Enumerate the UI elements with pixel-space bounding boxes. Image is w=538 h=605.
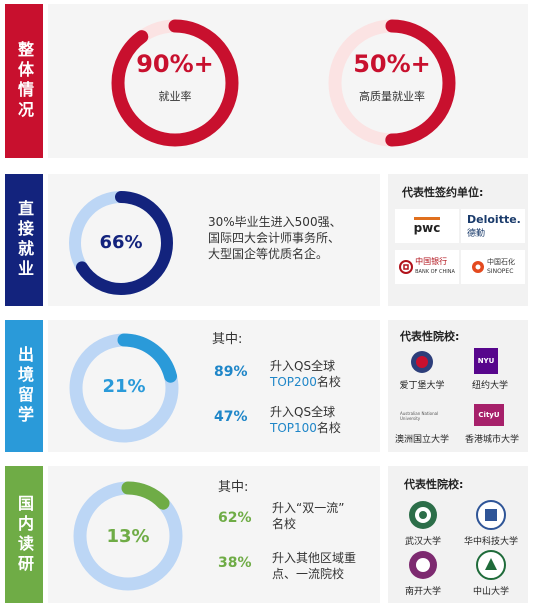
desc-line-3: 大型国企等优质名企。 [208, 247, 329, 261]
item-line1: 升入其他区域重 [272, 551, 357, 565]
deloitte-cn-text: 德勤 [467, 229, 486, 239]
abroad-of-which: 其中: [212, 332, 243, 347]
quality-rate-value: 50%+ [353, 50, 431, 78]
sinopec-en-text: SINOPEC [487, 268, 514, 275]
item-line1: 升入QS全球 [270, 405, 336, 419]
quality-rate-arc [328, 19, 456, 147]
cityu-logo: CityU [474, 404, 504, 426]
sinopec-emblem-icon [472, 261, 484, 273]
whu-crest-icon [409, 501, 437, 529]
boc-cn-text: 中国银行 [415, 257, 448, 266]
section-employment: 直接就业 66% 30%毕业生进入500强、 国际四大会计师事务所、 大型国企等… [0, 170, 538, 310]
uni-whu: 武汉大学 [404, 537, 441, 547]
employment-desc: 30%毕业生进入500强、 国际四大会计师事务所、 大型国企等优质名企。 [208, 214, 383, 262]
domestic-ring [73, 481, 183, 591]
section-label-overall: 整体情况 [5, 4, 43, 158]
desc-line-1: 30%毕业生进入500强、 [208, 215, 342, 229]
abroad-item-1-pct: 89% [214, 364, 248, 380]
section-overall: 整体情况 90%+ 就业率 50%+ 高质量就业率 [0, 0, 538, 160]
item-rest: 名校 [316, 421, 341, 435]
section-label-domestic: 国内读研 [5, 466, 43, 603]
nyu-logo-text: NYU [477, 357, 495, 365]
quality-rate-ring [328, 19, 456, 147]
section-abroad: 出境留学 21% 其中: 89% 升入QS全球 TOP200名校 47% 升入Q… [0, 316, 538, 456]
pwc-logo: pwc [395, 209, 459, 243]
uni-hust: 华中科技大学 [463, 537, 518, 547]
employers-box: 代表性签约单位: pwc Deloitte. 德勤 中国银行 BANK OF C… [388, 174, 528, 306]
uni-edinburgh: 爱丁堡大学 [399, 381, 445, 391]
domestic-item-1-desc: 升入“双一流” 名校 [272, 500, 344, 532]
sysu-crest-icon [476, 550, 506, 580]
abroad-arc [69, 333, 179, 443]
uni-nankai: 南开大学 [404, 587, 441, 597]
domestic-arc [73, 481, 183, 591]
item-highlight: TOP100 [270, 421, 317, 435]
employment-rate-ring [111, 19, 239, 147]
boc-en-text: BANK OF CHINA [415, 269, 455, 275]
item-line1: 升入“双一流” [272, 501, 345, 515]
label-text: 国内读研 [15, 494, 34, 575]
domestic-item-2-pct: 38% [218, 555, 252, 571]
domestic-unis-title: 代表性院校: [404, 478, 464, 491]
boc-logo: 中国银行 BANK OF CHINA [395, 250, 459, 284]
domestic-item-1-pct: 62% [218, 510, 252, 526]
abroad-unis-box: 代表性院校: 爱丁堡大学 NYU 纽约大学 Australian Nationa… [388, 320, 528, 452]
cityu-logo-text: CityU [478, 411, 500, 419]
anu-logo-text: Australian National University [400, 411, 439, 421]
nyu-logo: NYU [474, 348, 498, 374]
section-label-employment: 直接就业 [5, 174, 43, 306]
deloitte-logo-text: Deloitte. [467, 213, 521, 226]
deloitte-logo: Deloitte. 德勤 [461, 209, 525, 243]
boc-emblem-icon [399, 260, 414, 274]
sinopec-cn-text: 中国石化 [487, 258, 515, 266]
employment-rate-value: 90%+ [136, 50, 214, 78]
employment-ring [69, 191, 173, 295]
hust-crest-icon [476, 500, 506, 530]
domestic-of-which: 其中: [218, 480, 249, 495]
domestic-unis-box: 代表性院校: 武汉大学 华中科技大学 南开大学 中山大学 [388, 466, 528, 603]
uni-anu: 澳洲国立大学 [394, 435, 449, 445]
label-text: 整体情况 [15, 41, 34, 121]
anu-logo: Australian National University [400, 404, 444, 428]
label-text: 直接就业 [15, 200, 34, 280]
domestic-ring-value: 13% [106, 526, 150, 547]
nankai-crest-icon [409, 551, 437, 579]
item-line2: 点、一流院校 [272, 567, 345, 581]
abroad-item-2-desc: 升入QS全球 TOP100名校 [270, 404, 341, 436]
uni-cityu: 香港城市大学 [464, 435, 519, 445]
desc-line-2: 国际四大会计师事务所、 [208, 231, 341, 245]
employment-arc [69, 191, 173, 295]
item-line2: 名校 [272, 517, 297, 531]
abroad-ring-value: 21% [102, 376, 146, 397]
section-label-abroad: 出境留学 [5, 320, 43, 452]
employment-ring-value: 66% [99, 232, 143, 253]
employment-rate-caption: 就业率 [158, 90, 192, 103]
abroad-ring [69, 333, 179, 443]
abroad-item-1-desc: 升入QS全球 TOP200名校 [270, 358, 341, 390]
quality-rate-caption: 高质量就业率 [359, 90, 425, 103]
item-highlight: TOP200 [270, 375, 317, 389]
employers-title: 代表性签约单位: [402, 186, 484, 199]
abroad-unis-title: 代表性院校: [400, 330, 460, 343]
domestic-item-2-desc: 升入其他区域重 点、一流院校 [272, 550, 356, 582]
employment-rate-arc [111, 19, 239, 147]
sinopec-logo: 中国石化 SINOPEC [461, 250, 525, 284]
item-rest: 名校 [316, 375, 341, 389]
edinburgh-crest-icon [411, 351, 433, 373]
section-domestic: 国内读研 13% 其中: 62% 升入“双一流” 名校 38% 升入其他区域重 … [0, 462, 538, 605]
item-line1: 升入QS全球 [270, 359, 336, 373]
abroad-item-2-pct: 47% [214, 409, 248, 425]
uni-sysu: 中山大学 [472, 587, 509, 597]
pwc-logo-text: pwc [413, 217, 441, 235]
label-text: 出境留学 [15, 346, 34, 426]
uni-nyu: 纽约大学 [471, 381, 508, 391]
